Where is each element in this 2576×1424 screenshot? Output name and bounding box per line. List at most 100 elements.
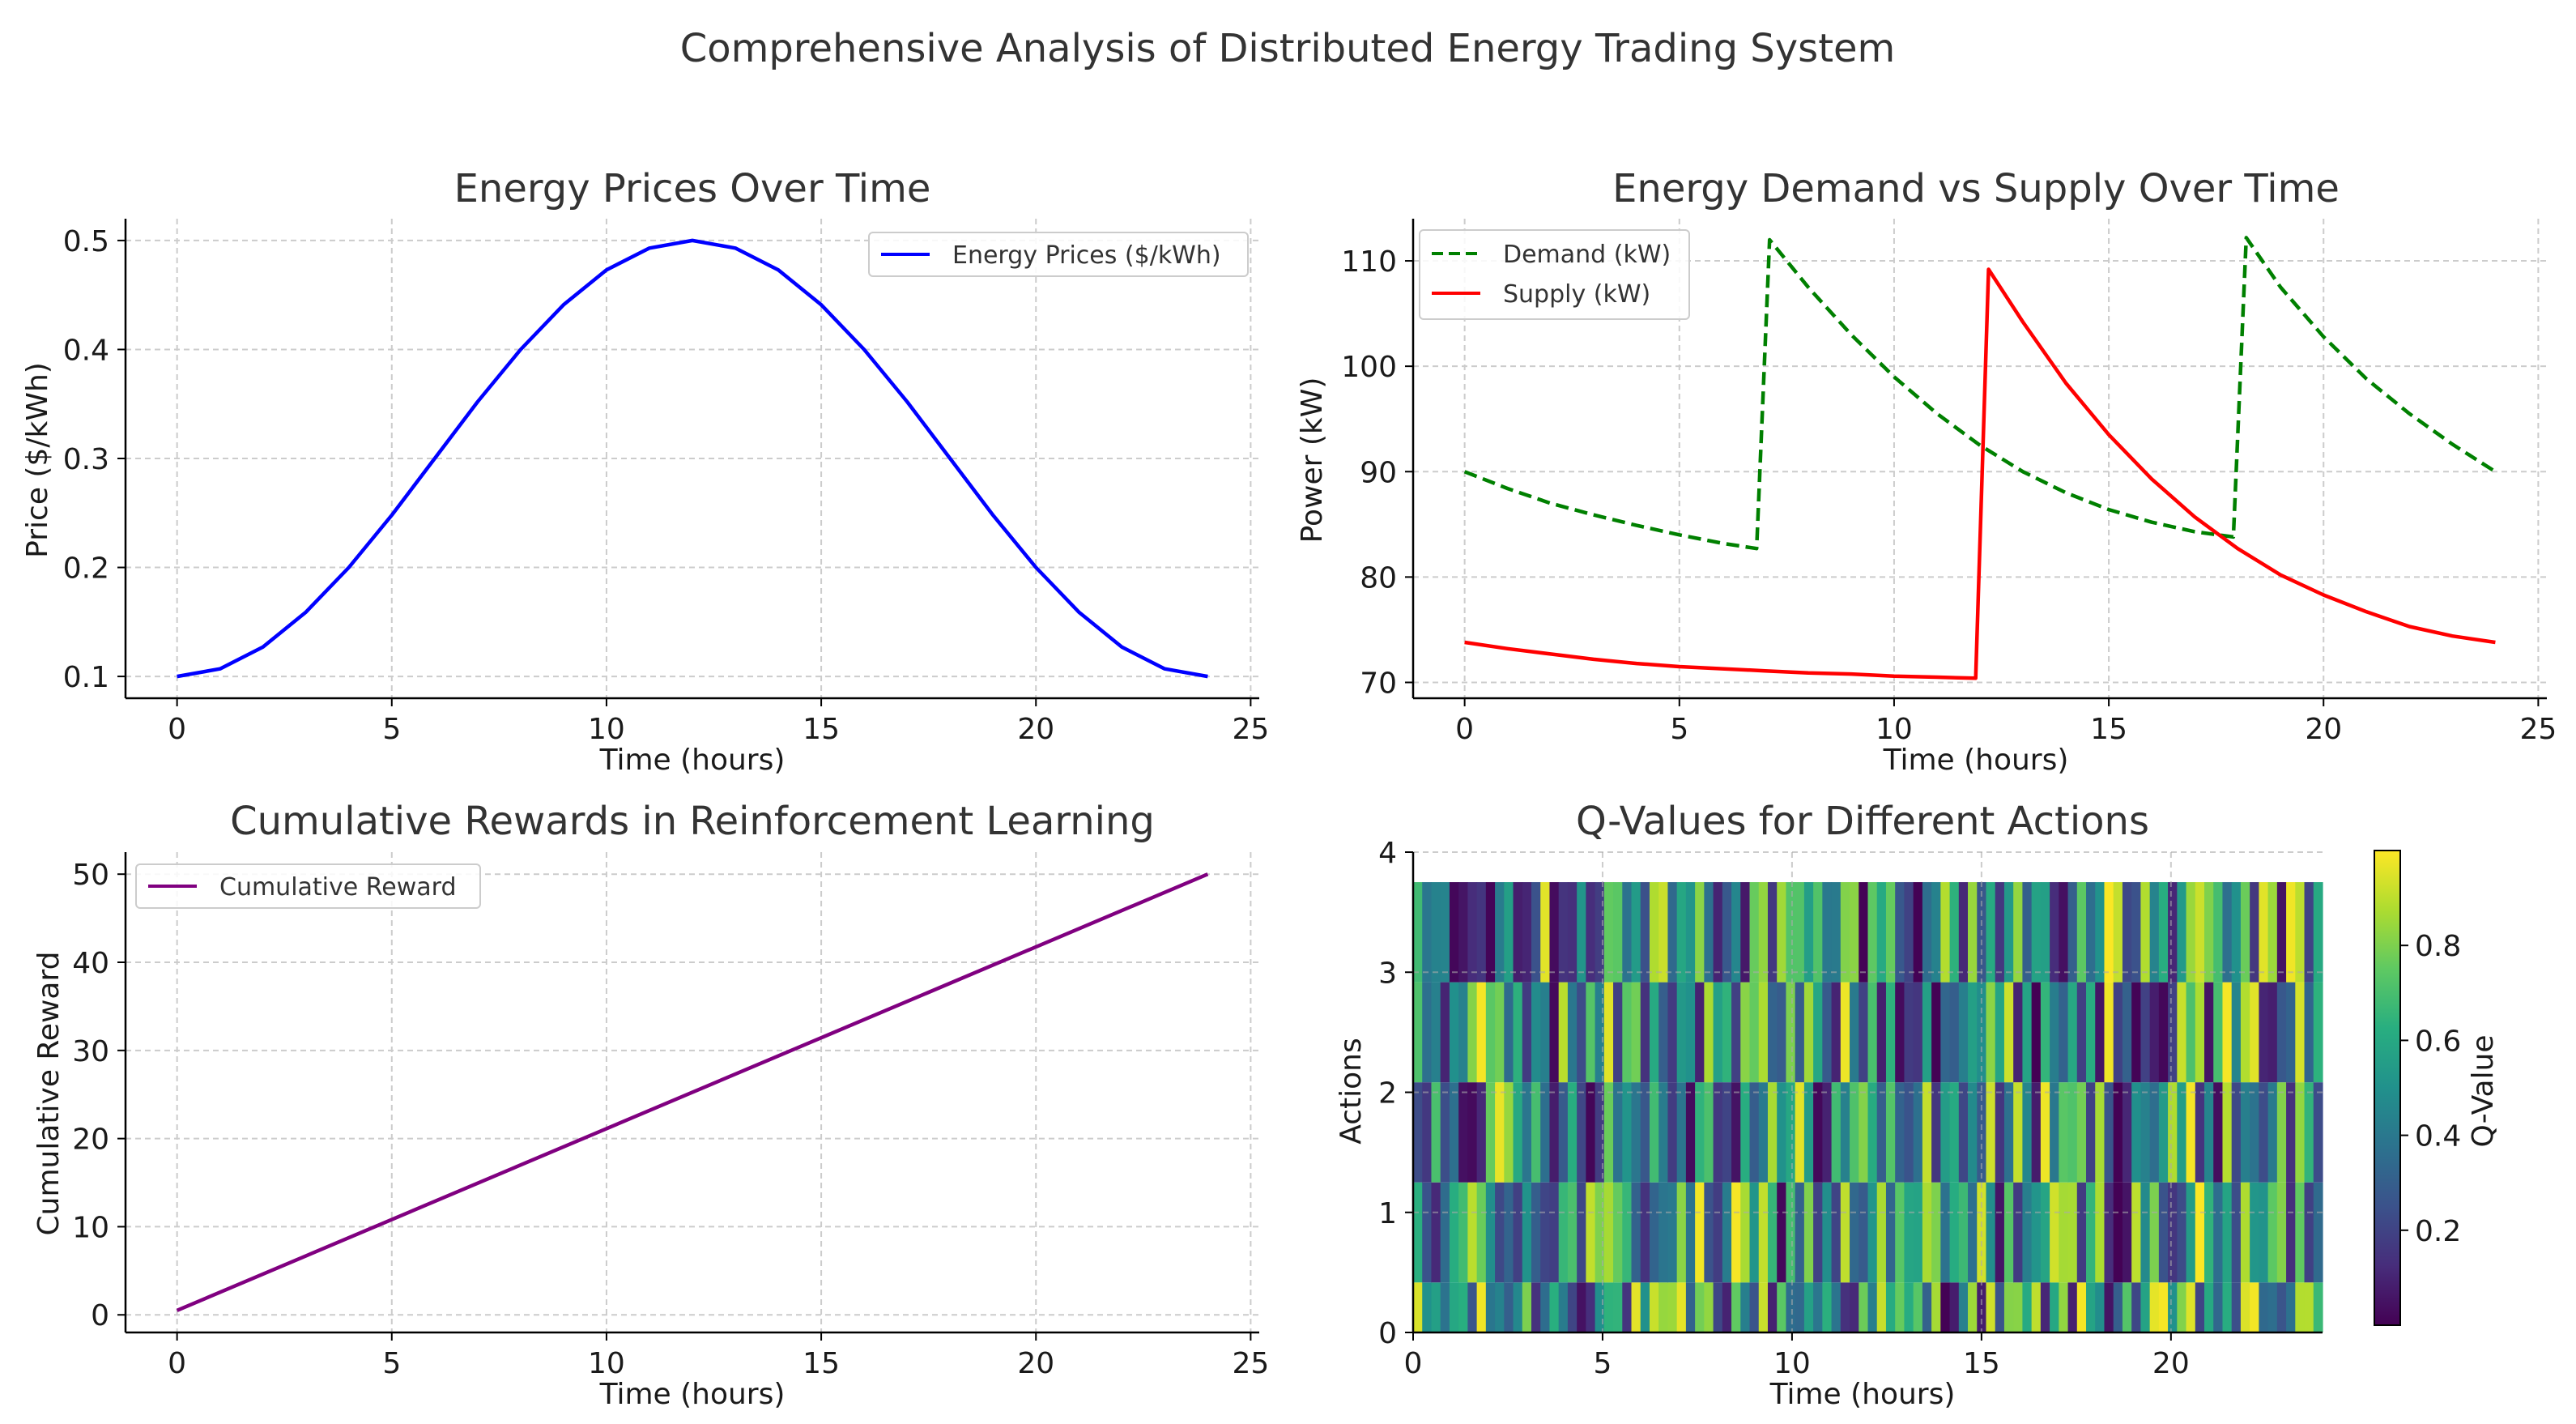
heatmap-cell [1922,1082,1932,1183]
heatmap-cell [2095,1182,2106,1283]
heatmap-cell [1840,982,1850,1083]
heatmap-cell [1622,982,1633,1083]
x-tick-label: 15 [803,1347,840,1380]
heatmap-cell [1986,1282,1996,1332]
heatmap-cell [1485,1082,1496,1183]
heatmap-cell [1458,1282,1468,1332]
heatmap-cell [1713,1182,1723,1283]
y-tick-label: 100 [1341,351,1397,384]
heatmap-cell [1867,1082,1878,1183]
y-tick-label: 50 [72,859,109,892]
heatmap-cell [2067,882,2078,983]
heatmap-cell [1513,1082,1523,1183]
heatmap-cell [1713,1082,1723,1183]
heatmap-cell [2240,1182,2250,1283]
x-tick-label: 15 [803,713,840,746]
heatmap-cell [1731,1282,1741,1332]
heatmap-cell [1977,1282,1987,1332]
heatmap-cell [2050,1182,2059,1283]
heatmap-cell [2086,982,2096,1083]
price-chart-panel: Energy Prices Over Time Time (hours) Pri… [21,166,1269,777]
heatmap-cell [1440,882,1450,983]
heatmap-cell [1767,1282,1778,1332]
heatmap-cell [1495,982,1505,1083]
heatmap-cell [1831,982,1842,1083]
heatmap-cell [2013,1282,2024,1332]
heatmap-cell [1685,982,1696,1083]
heatmap-cell [1995,1082,2005,1183]
heatmap-cell [1822,982,1833,1083]
heatmap-cell [1522,882,1532,983]
heatmap-cell [2186,1182,2196,1283]
heatmap-cell [2195,1182,2205,1283]
heatmap-cell [1495,1182,1505,1283]
heatmap-cell [2022,1282,2033,1332]
heatmap-cell [1667,1282,1678,1332]
heatmap-cell [1767,882,1778,983]
heatmap-cell [2295,1082,2306,1183]
heatmap-cell [1485,882,1496,983]
heatmap-cell [2122,882,2132,983]
heatmap-cell [1940,1082,1951,1183]
heatmap-cell [2131,1182,2141,1283]
heatmap-cell [1713,1282,1723,1332]
heatmap-cell [1876,1282,1887,1332]
heatmap-cell [2240,1282,2250,1332]
heatmap-cell [2222,882,2233,983]
heatmap-cell [1522,1182,1532,1283]
heatmap-cell [1540,982,1551,1083]
x-tick-label: 15 [1963,1347,2000,1380]
legend-label-reward: Cumulative Reward [219,873,457,902]
heatmap-cell [1476,882,1487,983]
heatmap-cell [1931,1282,1941,1332]
heatmap-cell [2095,1082,2106,1183]
heatmap-cell [1704,982,1714,1083]
heatmap-cell [1449,1082,1459,1183]
heatmap-cell [2003,1082,2014,1183]
heatmap-cell [1440,1282,1450,1332]
heatmap-cell [2140,1282,2151,1332]
heatmap-cell [1940,882,1951,983]
heatmap-cell [2250,1282,2259,1332]
x-tick-label: 5 [382,713,401,746]
heatmap-cell [2076,982,2087,1083]
heatmap-cell [1850,1282,1859,1332]
heatmap-cell [1640,1282,1650,1332]
heatmap-cell [1867,1182,1878,1283]
heatmap-cell [1876,882,1887,983]
heatmap-cell [1850,1182,1859,1283]
heatmap-cell [1676,982,1687,1083]
heatmap-cell [1495,1082,1505,1183]
heatmap-cell [1522,1282,1532,1332]
heatmap-cell [1640,1182,1650,1283]
heatmap-cell [1613,1182,1623,1283]
colorbar-tick-label: 0.8 [2415,930,2461,963]
heatmap-cell [1831,1282,1842,1332]
heatmap-cell [2086,1082,2096,1183]
heatmap-cell [1977,1082,1987,1183]
heatmap-cell [1458,1182,1468,1283]
heatmap-cell [1531,1182,1541,1283]
heatmap-cell [2313,1282,2323,1332]
x-tick-label: 0 [168,713,186,746]
heatmap-cell [1577,1182,1586,1283]
heatmap-cell [1413,1082,1423,1183]
heatmap-cell [2040,882,2050,983]
heatmap-cell [1813,1282,1823,1332]
heatmap-cell [2022,982,2033,1083]
heatmap-cell [1885,982,1896,1083]
heatmap-cell [2186,882,2196,983]
heatmap-cell [1603,1082,1614,1183]
heatmap-cell [1422,882,1433,983]
heatmap-cell [1931,1182,1941,1283]
heatmap-cell [1731,882,1741,983]
heatmap-cell [2122,1082,2132,1183]
heatmap-cell [2304,1282,2314,1332]
y-tick-label: 80 [1360,561,1397,595]
heatmap-cell [1831,882,1842,983]
heatmap-cell [1749,1182,1760,1283]
heatmap-cell [2195,882,2205,983]
legend-label-demand: Demand (kW) [1503,241,1671,269]
heatmap-cell [1577,882,1586,983]
reward-chart-xlabel: Time (hours) [599,1378,786,1411]
